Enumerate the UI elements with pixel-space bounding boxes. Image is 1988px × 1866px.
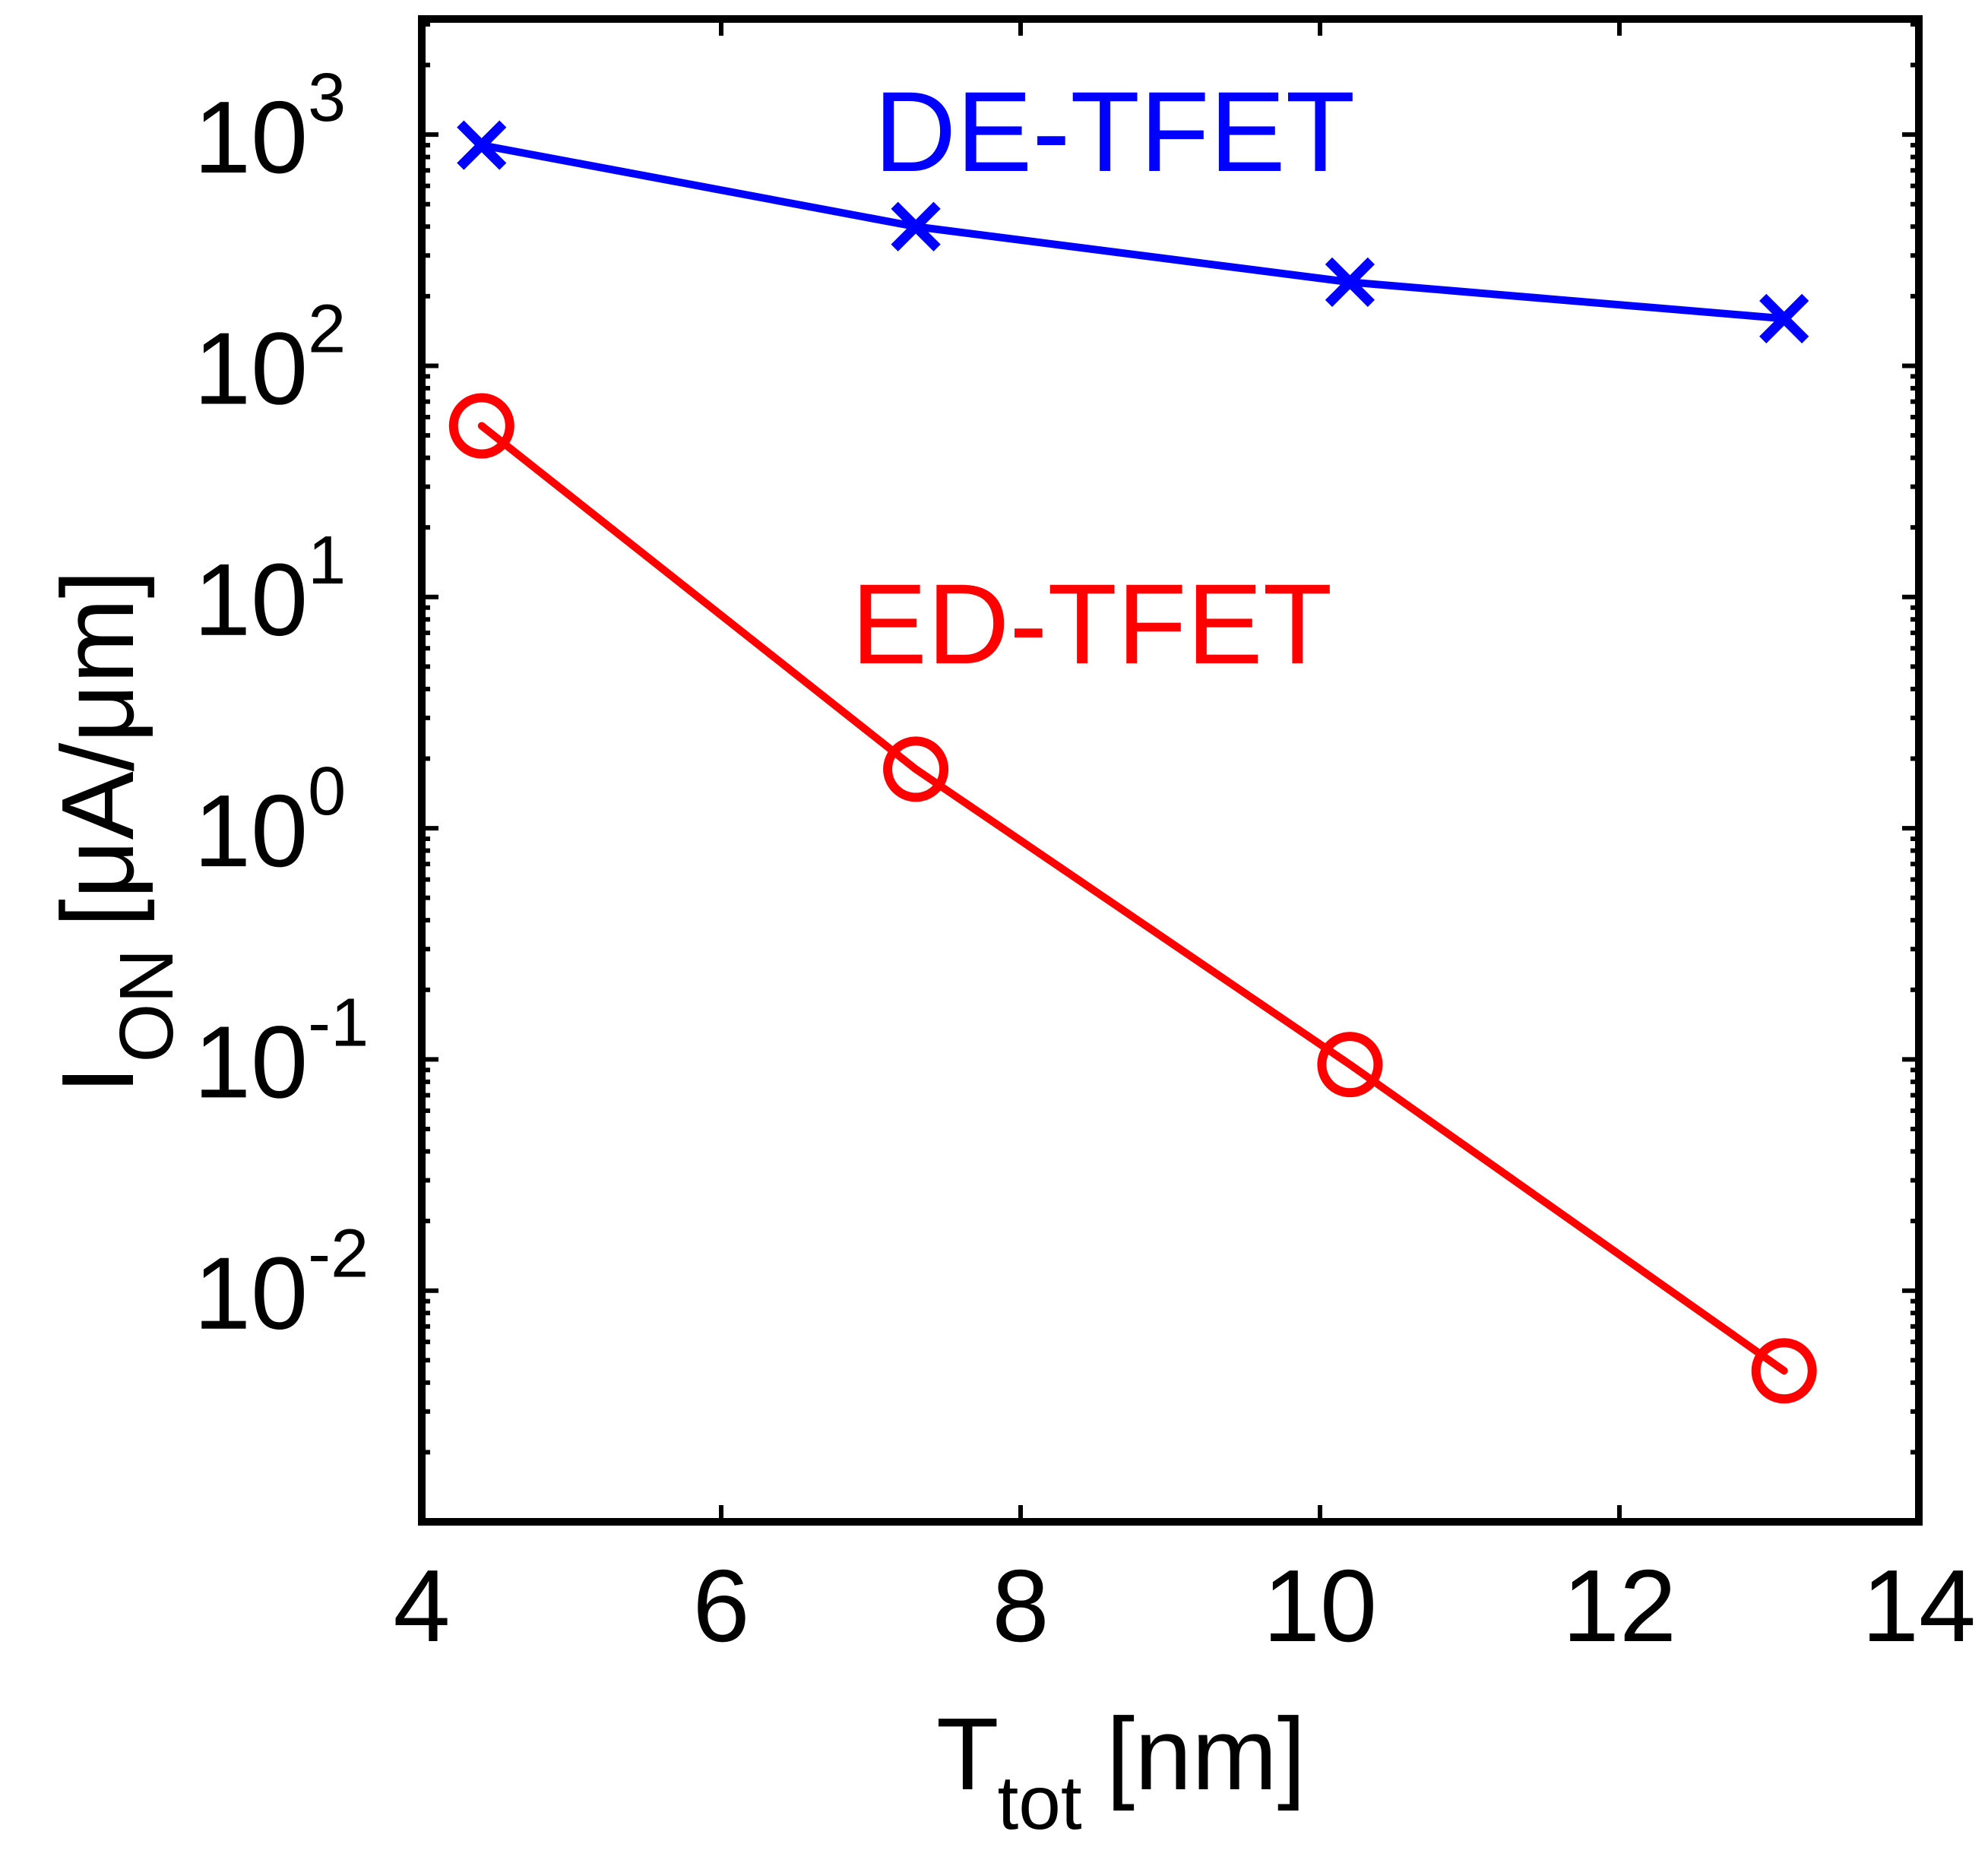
- y-tick-label-base: 10: [194, 1004, 308, 1119]
- y-tick-label-exponent: -2: [308, 1216, 369, 1292]
- x-tick-label: 12: [1562, 1548, 1676, 1663]
- data-point-de-tfet: [891, 201, 941, 251]
- x-axis-label-sub: tot: [997, 1760, 1081, 1845]
- svg-text:Ttot[nm]: Ttot [nm]: [936, 1697, 1306, 1845]
- y-tick-label-base: 10: [194, 311, 308, 425]
- y-tick-label: 101: [194, 523, 346, 657]
- y-tick-label: 10-2: [194, 1216, 369, 1351]
- y-tick-label-base: 10: [194, 773, 308, 888]
- marker-stroke: [1759, 293, 1809, 343]
- data-point-de-tfet: [1759, 293, 1809, 343]
- data-point-de-tfet: [457, 120, 507, 170]
- series-annotation-de-tfet: DE-TFET: [874, 68, 1355, 195]
- y-tick-label-exponent: 2: [308, 291, 346, 367]
- x-tick-label: 14: [1862, 1548, 1976, 1663]
- x-axis-label-main: T: [936, 1697, 999, 1811]
- y-axis-label-sub: ON: [104, 949, 189, 1063]
- data-point-de-tfet: [1325, 257, 1375, 307]
- x-tick-label: 8: [992, 1548, 1049, 1663]
- y-tick-label-base: 10: [194, 1236, 308, 1351]
- y-tick-label-base: 10: [194, 542, 308, 657]
- marker-stroke: [891, 201, 941, 251]
- x-tick-label: 10: [1263, 1548, 1377, 1663]
- y-axis-label-main: I: [40, 1066, 155, 1095]
- y-tick-label-exponent: 1: [308, 523, 346, 599]
- y-tick-label-exponent: 0: [308, 754, 346, 830]
- y-axis-label: I ON [μA/μm]: [40, 570, 189, 1094]
- y-tick-label: 102: [194, 291, 346, 425]
- y-tick-label-base: 10: [194, 80, 308, 195]
- marker-stroke: [1325, 257, 1375, 307]
- data-point-ed-tfet: [1751, 1338, 1817, 1404]
- data-point-ed-tfet: [1317, 1032, 1383, 1098]
- data-point-ed-tfet: [883, 736, 949, 802]
- series-line-de-tfet: [477, 141, 1788, 323]
- y-axis-label-unit: [μA/μm]: [40, 570, 155, 928]
- plot-frame: [418, 15, 1923, 1526]
- x-tick-label: 6: [692, 1548, 749, 1663]
- y-tick-label-exponent: -1: [308, 985, 369, 1061]
- y-tick-label: 103: [194, 60, 346, 195]
- x-tick-label: 4: [393, 1548, 450, 1663]
- series-annotation-ed-tfet: ED-TFET: [851, 560, 1332, 688]
- series-line-ed-tfet: [477, 422, 1788, 1375]
- data-point-ed-tfet: [448, 393, 514, 459]
- y-tick-label: 10-1: [194, 985, 369, 1119]
- svg-text:ION[μA/μm]: I ON [μA/μm]: [40, 570, 189, 1094]
- x-axis-label: Ttot [nm]: [936, 1697, 1306, 1845]
- x-axis-label-unit: [nm]: [1106, 1697, 1306, 1811]
- series-layer: [448, 120, 1817, 1404]
- y-tick-label: 100: [194, 754, 346, 888]
- y-tick-label-exponent: 3: [308, 60, 346, 136]
- marker-stroke: [457, 120, 507, 170]
